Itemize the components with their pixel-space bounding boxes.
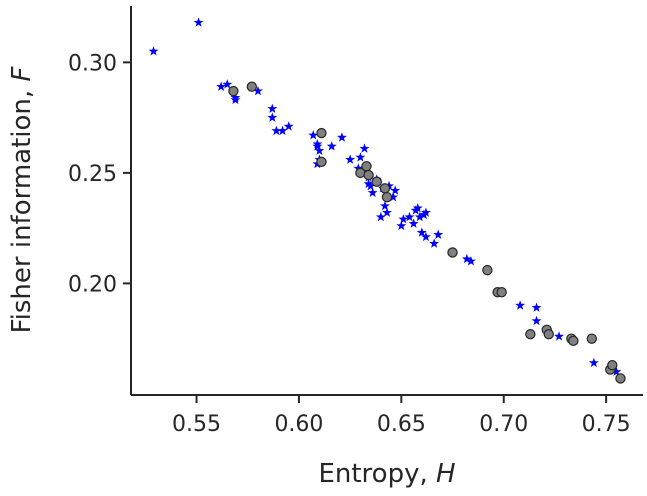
star-point [253, 85, 263, 96]
star-point [337, 132, 347, 142]
star-point [588, 357, 599, 368]
star-point [283, 121, 294, 131]
y-tick-label: 0.25 [68, 162, 117, 187]
star-point [408, 218, 419, 228]
star-point [267, 103, 278, 113]
star-point [429, 238, 440, 248]
star-point [414, 211, 425, 222]
circle-point [316, 127, 327, 139]
star-point [420, 231, 431, 242]
star-point [222, 79, 233, 89]
y-tick-label: 0.20 [68, 272, 117, 297]
circle-point [586, 333, 598, 344]
ticks: 0.55 0.60 0.65 0.70 0.75 0.20 0.25 0.30 [68, 51, 631, 437]
star-point [314, 145, 325, 155]
star-point [193, 17, 204, 27]
circle-point [543, 329, 554, 340]
y-tick-label: 0.30 [68, 51, 117, 76]
circle-point [228, 85, 239, 97]
circle-point [482, 264, 493, 276]
star-point [365, 180, 376, 191]
x-tick-label: 0.55 [172, 412, 221, 437]
star-point [363, 178, 374, 189]
circle-point [246, 81, 258, 92]
star-point [412, 203, 423, 213]
data-points [148, 17, 626, 384]
circle-point [525, 329, 536, 340]
x-tick-label: 0.75 [582, 412, 631, 437]
circle-point [316, 156, 327, 168]
star-point [355, 152, 366, 162]
star-point [531, 315, 542, 326]
circle-point [568, 335, 579, 347]
star-point [271, 125, 282, 136]
star-point [404, 211, 415, 222]
star-point [312, 138, 323, 149]
star-point [345, 154, 356, 164]
x-tick-label: 0.65 [377, 412, 426, 437]
star-point [390, 185, 401, 195]
circle-point [379, 183, 391, 194]
star-point [461, 253, 472, 264]
star-point [398, 214, 409, 224]
star-point [277, 125, 288, 136]
star-point [382, 207, 392, 217]
star-point [416, 227, 427, 237]
circle-point [363, 169, 374, 181]
star-point [375, 211, 386, 222]
star-point [611, 366, 622, 376]
star-point [148, 46, 159, 56]
star-point [367, 187, 378, 197]
circle-point [381, 191, 393, 203]
star-point [554, 331, 564, 341]
star-point [308, 130, 319, 140]
star-point [466, 256, 476, 266]
star-point [359, 143, 370, 153]
y-axis-title: Fisher information, F [7, 66, 37, 334]
x-tick-label: 0.70 [479, 412, 528, 437]
circle-point [371, 176, 382, 187]
circle-point [615, 373, 626, 384]
star-point [353, 163, 364, 173]
circle-point [447, 247, 458, 258]
star-point [326, 141, 337, 151]
star-point [230, 92, 241, 102]
circle-point [496, 287, 507, 298]
star-point [531, 302, 542, 312]
star-point [388, 191, 399, 202]
star-point [515, 300, 526, 310]
star-point [267, 112, 278, 122]
circle-point [607, 359, 618, 371]
star-point [216, 81, 227, 91]
star-point [433, 229, 444, 239]
x-tick-label: 0.60 [274, 412, 323, 437]
circle-point [361, 161, 372, 172]
star-point [396, 220, 407, 231]
star-point [420, 207, 431, 217]
x-axis-title: Entropy, H [318, 459, 455, 489]
star-point [380, 200, 390, 211]
